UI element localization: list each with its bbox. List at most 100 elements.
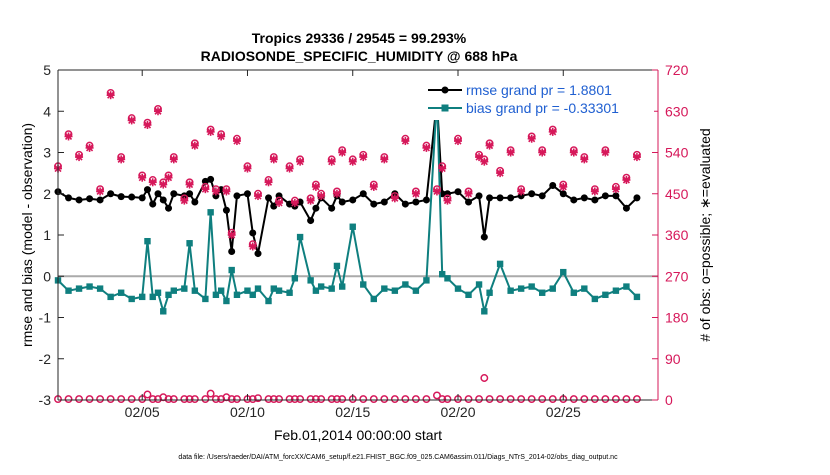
- asterisk-stroke: [164, 174, 173, 182]
- obs-evaluated-point: [480, 157, 489, 166]
- asterisk-stroke: [307, 197, 315, 205]
- rmse-point: [338, 198, 346, 206]
- y-left-tick-label: 3: [43, 145, 51, 161]
- obs-evaluated-point: [254, 192, 262, 201]
- obs-evaluated-point: [148, 178, 157, 187]
- rmse-point: [201, 177, 209, 185]
- bias-point: [360, 281, 367, 288]
- axes-group: 02/05 02/10 02/15 02/20 02/25-3-2-1012345090…: [39, 62, 689, 420]
- obs-bottom-point: [380, 395, 389, 404]
- rmse-point: [486, 194, 494, 202]
- asterisk-stroke: [401, 137, 409, 145]
- asterisk-stroke: [412, 190, 420, 198]
- legend-rmse-marker: [441, 86, 449, 94]
- obs-bottom-point: [227, 395, 236, 404]
- obs-bottom-point: [590, 395, 599, 404]
- obs-bottom-point: [548, 395, 557, 404]
- obs-bottom-point: [232, 395, 241, 404]
- bias-point: [65, 287, 72, 294]
- obs-bottom-point: [185, 395, 194, 404]
- y-left-tick-label: -2: [39, 351, 52, 367]
- obs-bottom-point: [411, 395, 420, 404]
- asterisk-stroke: [633, 153, 641, 161]
- asterisk-stroke: [286, 164, 294, 173]
- obs-evaluated-point: [311, 182, 320, 191]
- rmse-point: [475, 192, 483, 200]
- asterisk-stroke: [107, 91, 115, 99]
- obs-evaluated-point: [201, 185, 210, 194]
- asterisk-stroke: [254, 192, 262, 200]
- y-axis-right-label: # of obs: o=possible; ∗=evaluated: [697, 128, 713, 341]
- obs-evaluated-point: [559, 182, 568, 191]
- obs-evaluated-point: [217, 132, 226, 141]
- asterisk-stroke: [154, 107, 162, 115]
- bias-point: [244, 287, 251, 294]
- obs-evaluated-point: [601, 148, 610, 157]
- obs-evaluated-point: [127, 116, 136, 125]
- asterisk-stroke: [222, 187, 230, 196]
- obs-evaluated-point: [159, 180, 168, 189]
- obs-evaluated-point: [227, 231, 236, 239]
- bias-point: [412, 287, 420, 294]
- y-left-tick-label: 5: [43, 62, 51, 78]
- obs-evaluated-point: [190, 141, 199, 150]
- bias-point: [249, 291, 256, 299]
- obs-evaluated-point: [96, 187, 105, 196]
- rmse-point: [191, 198, 199, 206]
- chart-title-line1: Tropics 29336 / 29545 = 99.293%: [252, 30, 467, 46]
- rmse-point: [75, 196, 83, 204]
- bias-point: [496, 260, 504, 268]
- asterisk-stroke: [186, 181, 194, 189]
- bias-point: [160, 308, 167, 315]
- y-right-tick-label: 0: [665, 392, 673, 408]
- y-axis-left-label: rmse and bias (model - observation): [19, 123, 35, 347]
- asterisk-stroke: [264, 178, 273, 186]
- obs-bottom-point: [64, 395, 73, 404]
- obs-bottom-point: [306, 395, 315, 404]
- x-tick-label: 02/10: [230, 404, 265, 420]
- y-right-tick-label: 540: [665, 145, 689, 161]
- obs-bottom-point: [254, 394, 262, 403]
- obs-evaluated-point: [275, 198, 284, 207]
- rmse-point: [117, 193, 125, 201]
- asterisk-stroke: [207, 128, 215, 136]
- rmse-point: [591, 196, 599, 204]
- rmse-point: [207, 175, 215, 183]
- legend: rmse grand pr = 1.8801 bias grand pr = -…: [422, 76, 654, 120]
- obs-evaluated-point: [332, 189, 341, 198]
- obs-evaluated-point: [211, 187, 220, 196]
- asterisk-stroke: [559, 183, 567, 191]
- asterisk-stroke: [391, 194, 399, 202]
- asterisk-stroke: [312, 183, 320, 191]
- asterisk-stroke: [591, 187, 599, 196]
- asterisk-stroke: [359, 153, 367, 161]
- bias-point: [633, 293, 641, 301]
- obs-evaluated-point: [432, 187, 441, 196]
- obs-bottom-point: [422, 395, 431, 404]
- bias-point: [286, 289, 293, 296]
- asterisk-stroke: [180, 197, 188, 205]
- rmse-point: [107, 190, 115, 198]
- bias-point: [202, 295, 209, 303]
- asterisk-stroke: [201, 185, 209, 193]
- rmse-point: [480, 233, 488, 241]
- bias-point: [217, 287, 225, 294]
- obs-bottom-point: [248, 395, 257, 404]
- obs-bottom-point: [106, 395, 115, 404]
- obs-bottom-point: [85, 395, 94, 404]
- obs-evaluated-point: [506, 148, 515, 157]
- obs-bottom-point: [569, 395, 578, 404]
- asterisk-stroke: [317, 192, 325, 200]
- rmse-point: [138, 194, 146, 202]
- obs-bottom-point: [269, 395, 278, 404]
- obs-bottom-point: [369, 395, 378, 404]
- bias-point: [612, 287, 620, 294]
- obs-evaluated-point: [485, 141, 494, 150]
- asterisk-stroke: [422, 144, 430, 152]
- obs-evaluated-point: [401, 137, 410, 146]
- legend-bias-marker: [441, 104, 449, 112]
- asterisk-stroke: [370, 183, 378, 191]
- series-group: [54, 88, 641, 404]
- obs-bottom-point: [338, 395, 347, 404]
